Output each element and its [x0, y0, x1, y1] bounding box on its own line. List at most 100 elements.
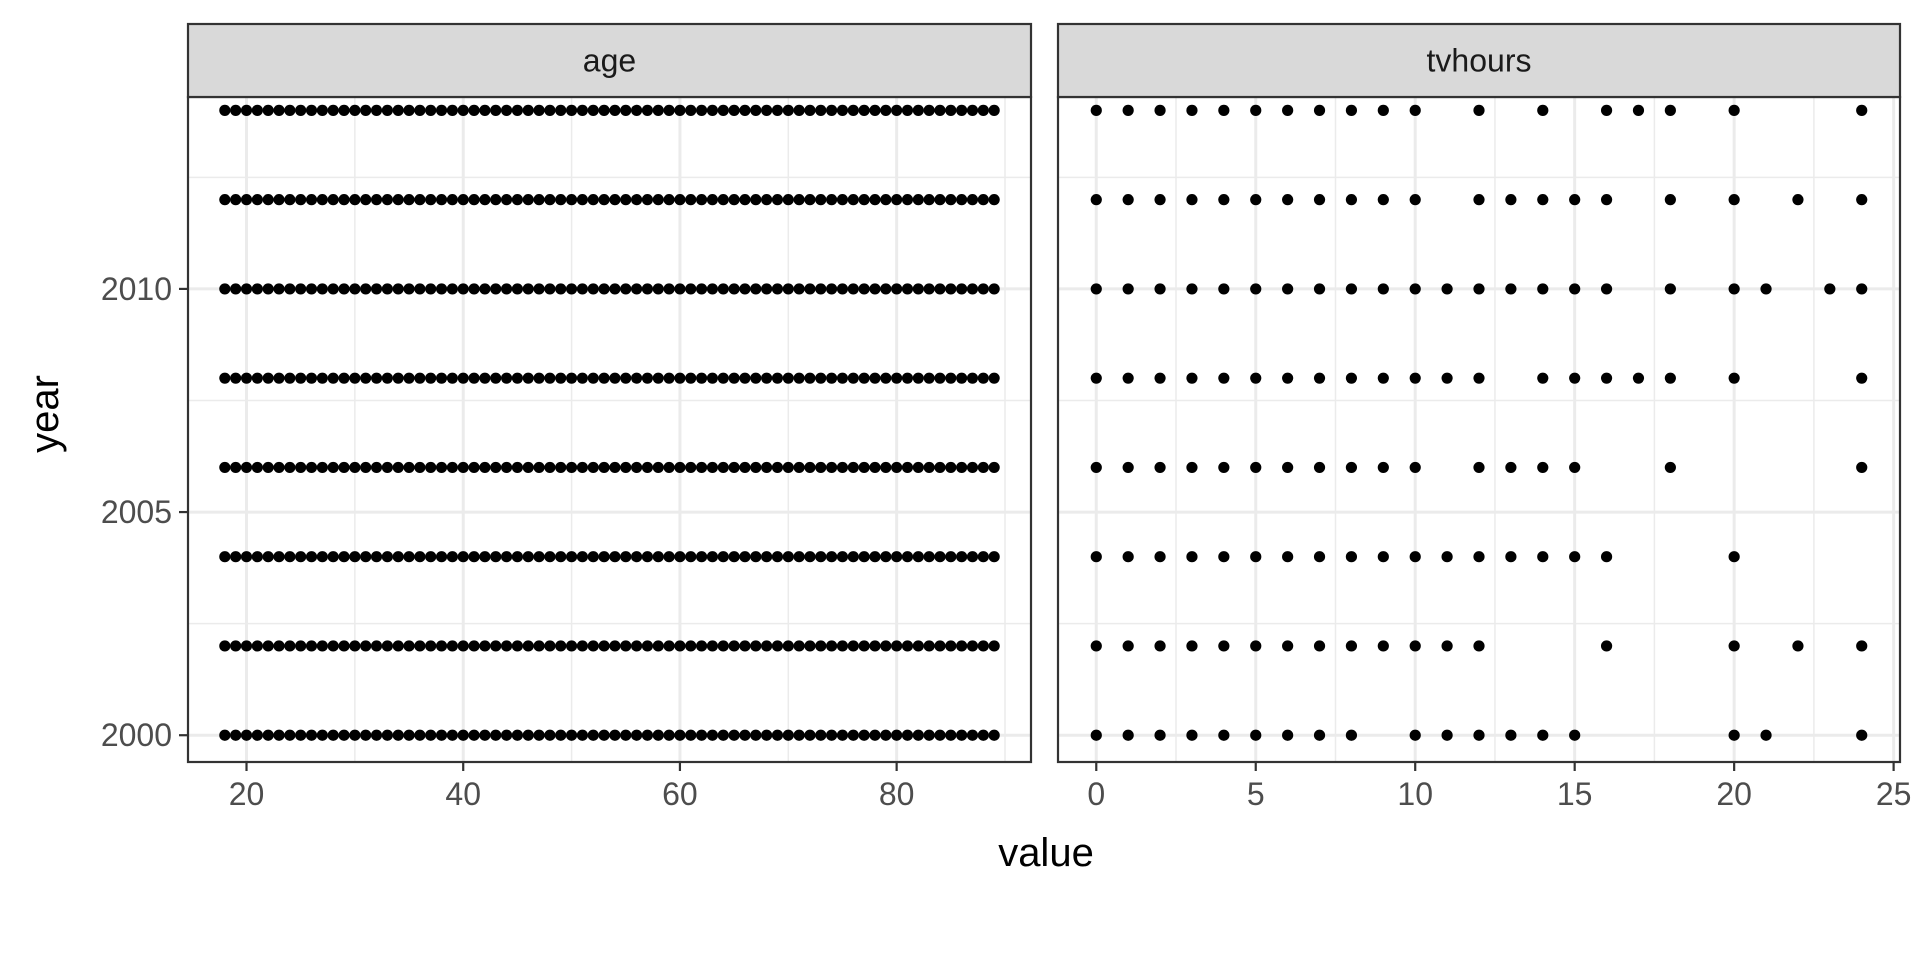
data-point: [403, 640, 415, 652]
data-point: [880, 461, 892, 474]
data-point: [468, 283, 480, 295]
data-point: [1664, 283, 1676, 295]
data-point: [490, 461, 502, 474]
data-point: [295, 372, 307, 384]
data-point: [674, 729, 686, 741]
x-axis-title: value: [998, 831, 1094, 875]
data-point: [403, 283, 415, 295]
data-point: [858, 194, 870, 206]
data-point: [1824, 283, 1836, 295]
data-point: [598, 729, 610, 741]
facet-strip: [1056, 22, 1902, 99]
data-point: [901, 372, 914, 384]
data-point: [858, 104, 870, 116]
data-point: [240, 551, 253, 563]
data-point: [230, 104, 242, 116]
data-point: [826, 283, 838, 295]
data-point: [706, 194, 719, 206]
data-point: [652, 729, 664, 741]
data-point: [1218, 372, 1230, 384]
data-point: [1250, 283, 1262, 295]
data-point: [815, 104, 827, 116]
data-point: [761, 104, 773, 116]
data-point: [230, 283, 242, 295]
data-point: [1728, 372, 1740, 384]
data-point: [1250, 640, 1262, 652]
data-point: [457, 104, 469, 116]
data-point: [1282, 283, 1294, 295]
data-point: [555, 551, 567, 563]
data-point: [435, 194, 448, 206]
data-point: [934, 283, 946, 295]
data-point: [587, 194, 599, 206]
data-point: [1218, 104, 1230, 116]
data-point: [869, 461, 881, 474]
data-point: [316, 461, 328, 474]
data-point: [1664, 461, 1676, 474]
data-point: [490, 729, 502, 741]
data-point: [761, 194, 773, 206]
data-point: [630, 104, 643, 116]
data-point: [652, 104, 664, 116]
data-point: [533, 372, 545, 384]
data-point: [717, 551, 729, 563]
data-point: [1441, 283, 1453, 295]
data-point: [305, 551, 318, 563]
data-point: [1186, 640, 1198, 652]
data-point: [425, 640, 437, 652]
data-point: [956, 104, 968, 116]
data-point: [988, 194, 1000, 206]
data-point: [230, 640, 242, 652]
data-point: [327, 194, 339, 206]
data-point: [739, 194, 751, 206]
data-point: [360, 461, 372, 474]
data-point: [533, 461, 545, 474]
data-point: [544, 551, 556, 563]
data-point: [750, 194, 762, 206]
data-point: [1090, 104, 1102, 116]
data-point: [630, 194, 643, 206]
data-point: [544, 104, 556, 116]
data-point: [587, 283, 599, 295]
data-point: [815, 461, 827, 474]
data-point: [500, 283, 513, 295]
data-point: [598, 104, 610, 116]
data-point: [392, 640, 404, 652]
data-point: [674, 551, 686, 563]
data-point: [1282, 104, 1294, 116]
data-point: [1282, 372, 1294, 384]
data-point: [1313, 551, 1326, 563]
data-point: [1377, 283, 1389, 295]
data-point: [1154, 551, 1166, 563]
data-point: [836, 729, 849, 741]
data-point: [230, 194, 242, 206]
x-tick-label: 15: [1557, 776, 1593, 812]
data-point: [945, 104, 957, 116]
data-point: [923, 372, 935, 384]
data-point: [1345, 461, 1358, 474]
data-point: [1154, 640, 1166, 652]
data-point: [338, 640, 350, 652]
data-point: [1313, 729, 1326, 741]
data-point: [901, 551, 914, 563]
data-point: [728, 551, 740, 563]
data-point: [847, 640, 859, 652]
data-point: [685, 551, 697, 563]
data-point: [1154, 372, 1166, 384]
data-point: [793, 640, 805, 652]
data-point: [305, 104, 318, 116]
data-point: [219, 194, 231, 206]
data-point: [1282, 194, 1294, 206]
data-point: [457, 640, 469, 652]
data-point: [630, 461, 643, 474]
data-point: [663, 461, 675, 474]
data-point: [360, 372, 372, 384]
data-point: [1505, 194, 1517, 206]
data-point: [425, 104, 437, 116]
data-point: [425, 729, 437, 741]
data-point: [230, 729, 242, 741]
data-point: [381, 729, 393, 741]
data-point: [522, 372, 534, 384]
data-point: [977, 729, 989, 741]
data-point: [1250, 372, 1262, 384]
